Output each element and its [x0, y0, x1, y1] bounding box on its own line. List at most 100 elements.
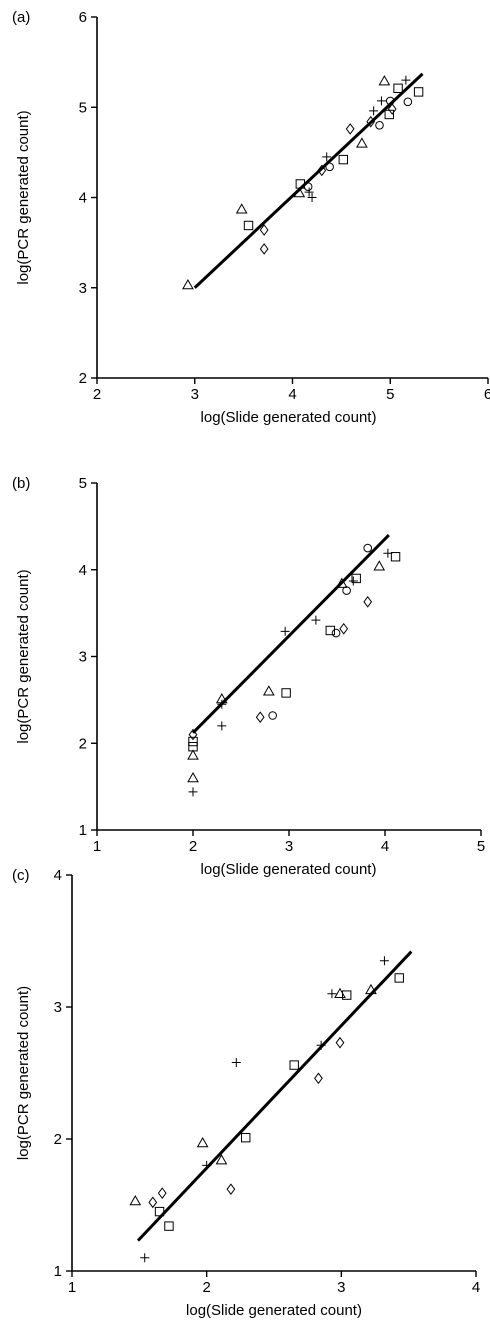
- data-point-diamond: [188, 728, 198, 741]
- data-point-plus: [280, 626, 290, 636]
- x-tick-label: 2: [93, 386, 101, 403]
- data-point-diamond: [148, 1196, 158, 1209]
- y-tick-label: 2: [79, 735, 87, 752]
- data-point-triangle: [182, 279, 194, 290]
- data-point-triangle: [334, 987, 346, 999]
- data-point-circle: [403, 97, 413, 107]
- data-point-plus: [401, 75, 411, 85]
- data-point-circle: [385, 96, 395, 106]
- data-point-diamond: [314, 1072, 323, 1085]
- x-tick-label: 5: [386, 386, 394, 403]
- data-point-diamond: [363, 596, 373, 608]
- data-point-diamond: [259, 243, 269, 255]
- y-tick-label: 4: [79, 562, 87, 579]
- data-point-plus: [307, 193, 317, 202]
- data-point-plus: [369, 106, 379, 116]
- x-tick-label: 4: [472, 1279, 480, 1296]
- panel-label: (a): [12, 9, 30, 26]
- chart-panel-2: (b) 1 2 3 4 5 1 2 3 4 5 log(Slide generated count) l…: [12, 475, 485, 878]
- data-point-diamond: [339, 622, 349, 635]
- x-axis-title: log(Slide generated count): [201, 409, 377, 426]
- data-point-square: [413, 87, 424, 97]
- data-point-square: [281, 688, 291, 698]
- chart-panel-3: (c) 1 2 3 4 1 2 3 4 log(Slide generated count) log…: [12, 867, 480, 1319]
- data-point-square: [393, 83, 403, 93]
- x-tick-label: 3: [191, 386, 199, 403]
- data-point-plus: [383, 548, 393, 558]
- panel-label: (b): [12, 475, 30, 492]
- data-point-diamond: [259, 224, 269, 236]
- chart-panel-1: (a) 2 3 4 5 6 2 3 4 5 6 log(Slide generated count) l…: [12, 9, 490, 426]
- data-point-plus: [311, 615, 321, 625]
- data-point-square: [351, 573, 361, 584]
- x-tick-label: 4: [381, 838, 389, 855]
- data-point-square: [188, 742, 198, 752]
- data-point-circle: [363, 543, 373, 553]
- data-point-square: [342, 990, 352, 1000]
- data-point-triangle: [365, 983, 377, 995]
- y-tick-label: 1: [54, 1263, 62, 1280]
- data-point-square: [188, 736, 198, 747]
- data-point-plus: [304, 187, 314, 197]
- y-tick-label: 4: [54, 867, 62, 884]
- data-point-diamond: [226, 1183, 236, 1195]
- data-point-triangle: [293, 186, 306, 198]
- data-point-diamond: [157, 1187, 167, 1199]
- regression-line: [193, 72, 424, 289]
- data-point-square: [338, 154, 349, 165]
- data-point-plus: [348, 576, 358, 586]
- data-point-square: [289, 1060, 299, 1070]
- data-point-circle: [375, 121, 384, 130]
- data-point-circle: [303, 182, 313, 191]
- x-tick-label: 3: [337, 1279, 345, 1296]
- data-point-square: [241, 1132, 251, 1143]
- x-tick-label: 1: [68, 1279, 76, 1296]
- data-point-diamond: [255, 711, 265, 724]
- regression-line: [136, 950, 413, 1242]
- y-tick-label: 1: [79, 822, 87, 839]
- data-point-plus: [231, 1057, 241, 1067]
- x-tick-label: 2: [202, 1279, 210, 1296]
- data-point-triangle: [262, 685, 275, 696]
- data-point-triangle: [215, 1154, 228, 1165]
- data-point-circle: [342, 586, 351, 595]
- data-point-plus: [316, 1040, 326, 1050]
- y-tick-label: 4: [79, 190, 87, 207]
- data-point-plus: [188, 787, 198, 797]
- panel-label: (c): [12, 867, 30, 884]
- x-tick-label: 5: [477, 838, 485, 855]
- data-point-plus: [322, 152, 332, 162]
- y-tick-label: 2: [79, 370, 87, 387]
- data-point-circle: [325, 162, 334, 172]
- y-tick-label: 6: [79, 9, 87, 26]
- x-axis-title: log(Slide generated count): [186, 1302, 362, 1319]
- data-point-circle: [268, 711, 277, 720]
- data-point-diamond: [366, 115, 376, 128]
- x-axis-title: log(Slide generated count): [201, 861, 377, 878]
- data-point-diamond: [387, 103, 397, 115]
- x-tick-label: 1: [93, 838, 101, 855]
- y-axis-title: log(PCR generated count): [15, 569, 32, 743]
- data-point-circle: [331, 628, 341, 638]
- data-point-diamond: [317, 164, 327, 177]
- data-point-square: [154, 1206, 165, 1217]
- data-point-square: [164, 1221, 174, 1231]
- data-point-square: [390, 552, 401, 562]
- y-tick-label: 5: [79, 99, 87, 116]
- data-point-plus: [376, 96, 386, 106]
- data-point-plus: [327, 989, 337, 999]
- data-point-plus: [140, 1253, 150, 1263]
- data-point-triangle: [373, 560, 386, 571]
- data-point-triangle: [335, 577, 348, 588]
- x-tick-label: 3: [285, 838, 293, 855]
- data-point-triangle: [378, 75, 391, 86]
- y-tick-label: 5: [79, 475, 87, 492]
- y-axis-title: log(PCR generated count): [15, 110, 32, 284]
- x-tick-label: 2: [189, 838, 197, 855]
- data-point-triangle: [356, 137, 368, 148]
- data-point-triangle: [129, 1195, 142, 1206]
- data-point-square: [295, 179, 306, 189]
- y-tick-label: 3: [79, 649, 87, 666]
- data-point-diamond: [345, 123, 355, 135]
